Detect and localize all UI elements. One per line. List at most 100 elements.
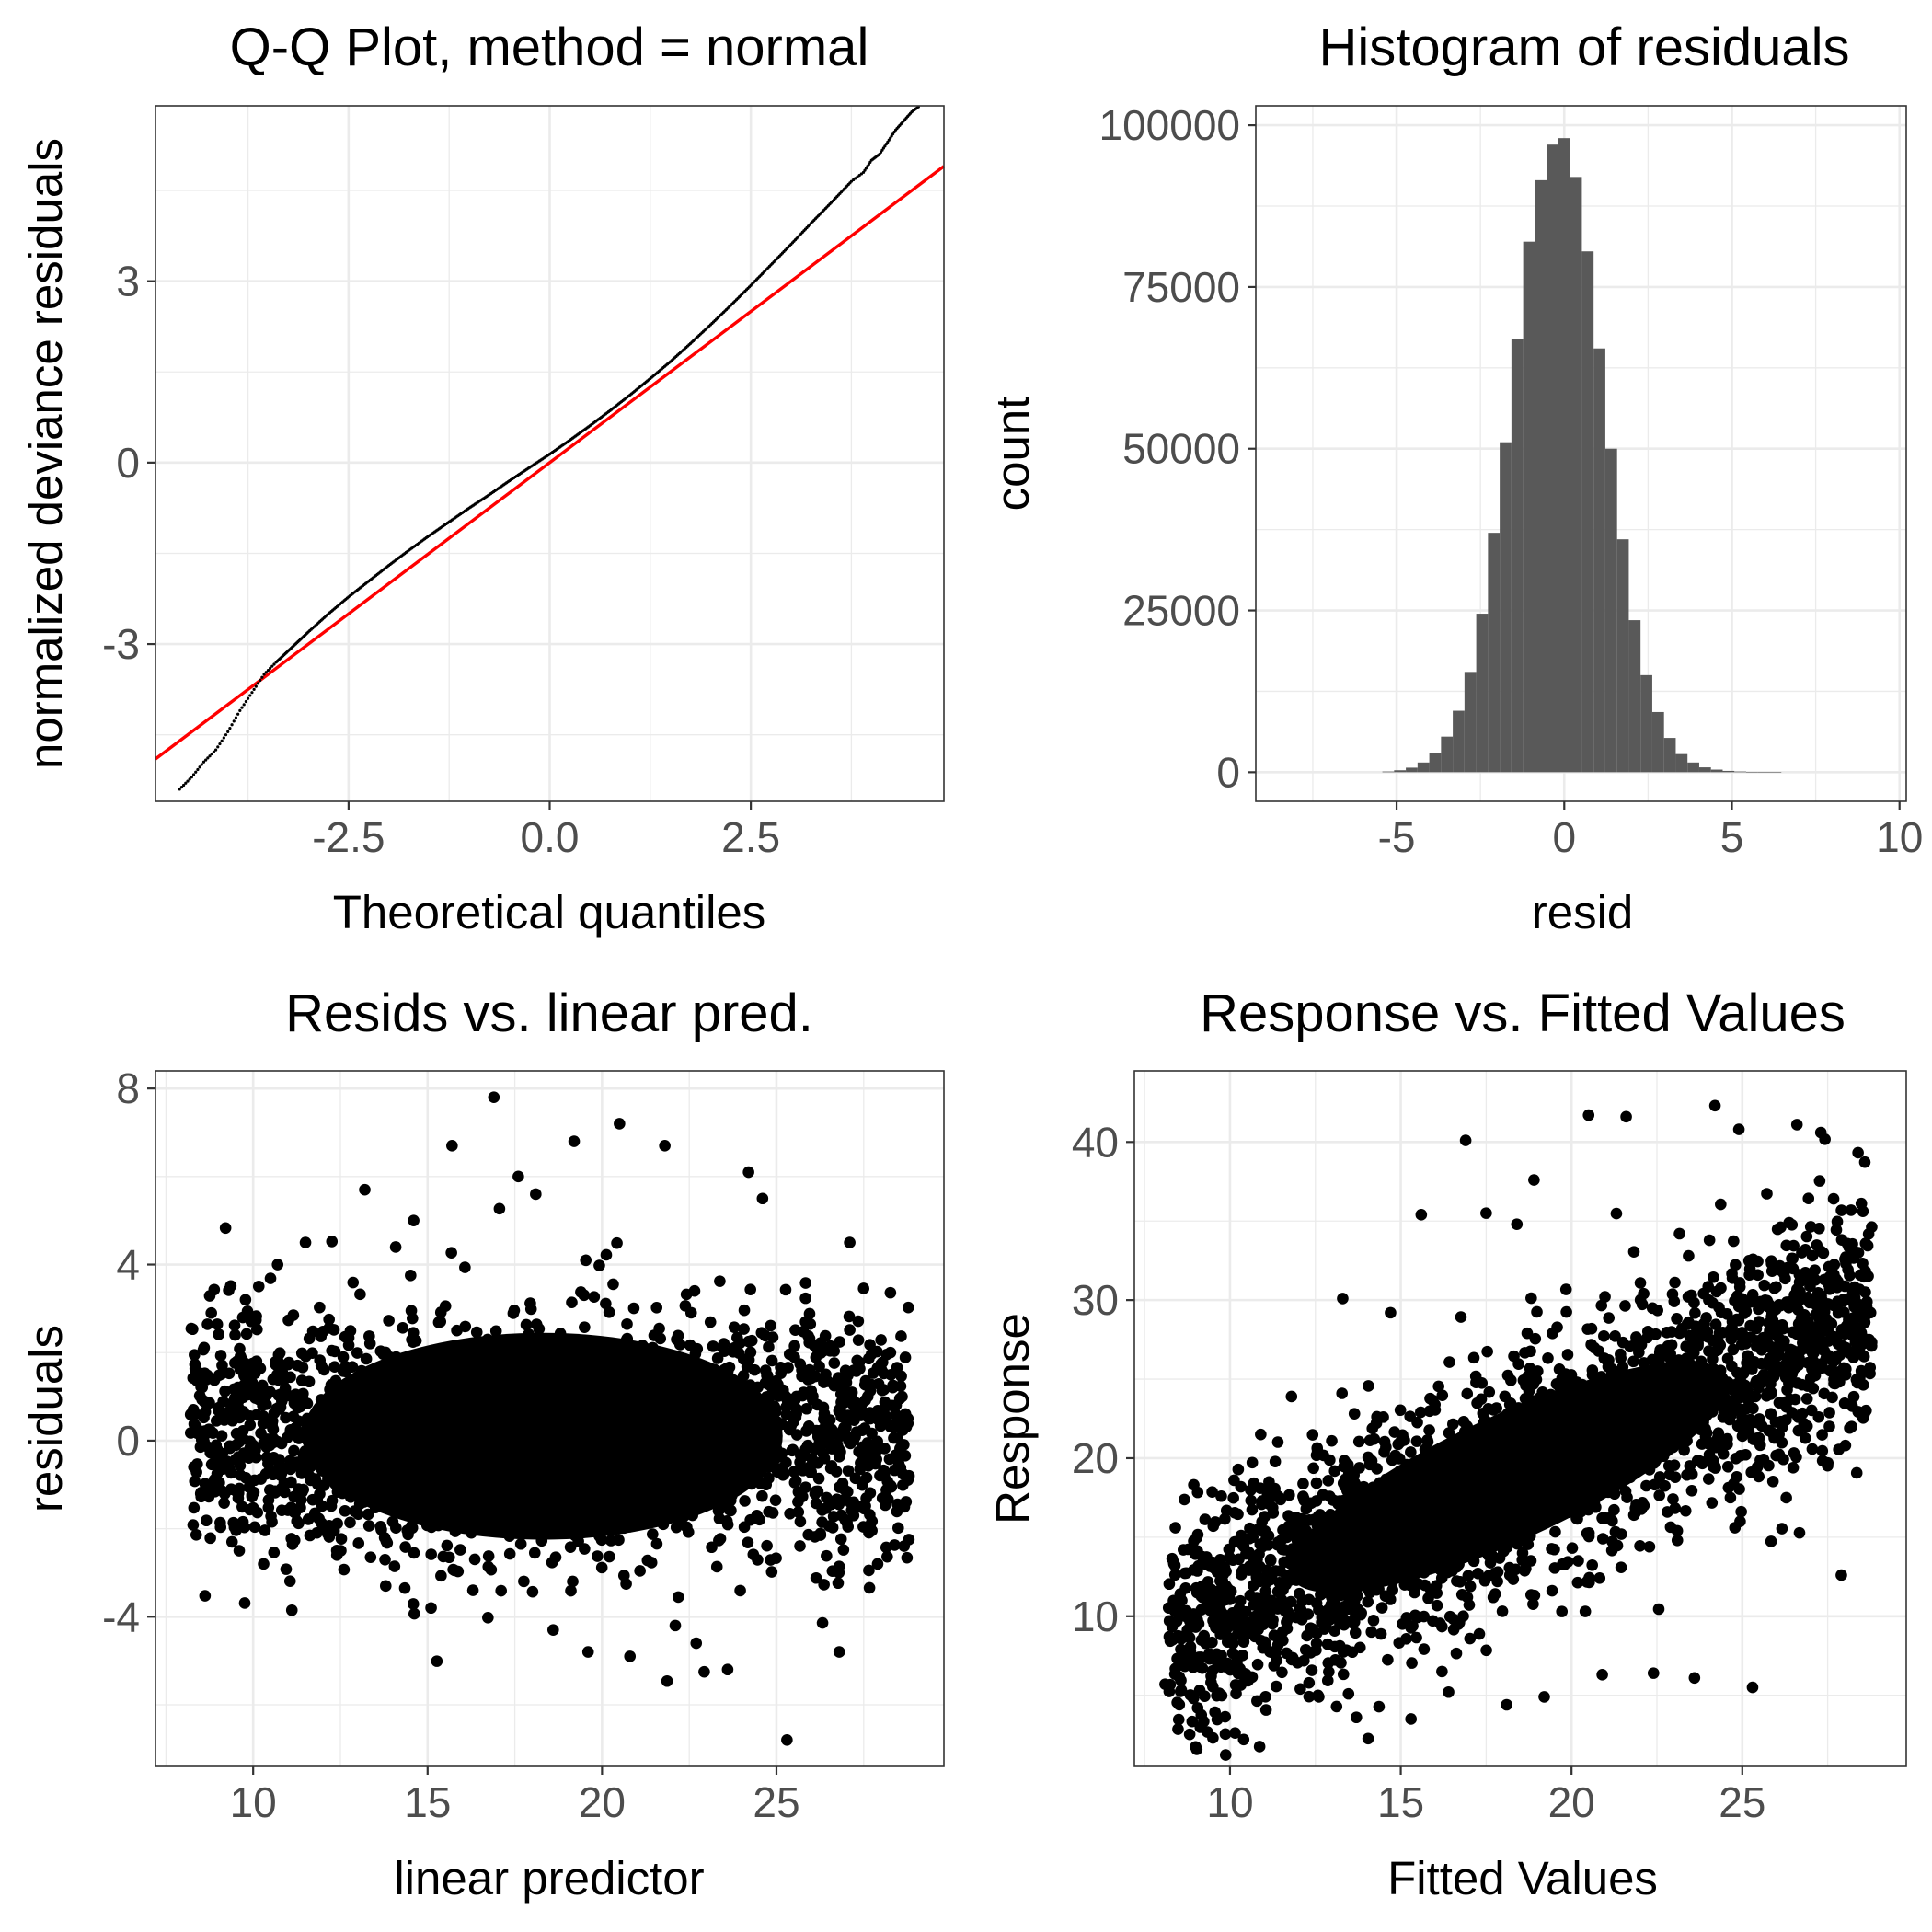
response-cloud-point <box>1857 1205 1869 1218</box>
residual-outlier-point <box>614 1118 626 1130</box>
residual-cloud-point <box>508 1305 521 1317</box>
residual-cloud-point <box>234 1459 247 1472</box>
residual-cloud-point <box>818 1427 831 1439</box>
residual-cloud-point <box>750 1420 762 1432</box>
residual-cloud-point <box>489 1340 501 1351</box>
residual-cloud-point <box>797 1465 810 1477</box>
residual-cloud-point <box>713 1535 725 1547</box>
response-cloud-point <box>1799 1432 1811 1444</box>
residual-outlier-point <box>871 1558 884 1570</box>
residual-cloud-point <box>597 1424 610 1436</box>
histogram-panel: Histogram of residuals -5 0 5 1002500050000… <box>986 17 1923 938</box>
histogram-bar <box>1640 674 1652 773</box>
residual-cloud-point <box>530 1422 542 1434</box>
residual-cloud-point <box>608 1381 620 1393</box>
histogram-bar <box>1687 762 1699 773</box>
response-cloud-point <box>1322 1475 1335 1487</box>
histogram-bar <box>1570 177 1582 773</box>
residual-outlier-point <box>379 1580 392 1593</box>
residual-outlier-point <box>425 1602 437 1615</box>
residual-cloud-point <box>558 1392 570 1404</box>
response-cloud-point <box>1464 1632 1477 1645</box>
response-cloud-point <box>1446 1418 1459 1431</box>
residual-cloud-point <box>661 1674 673 1687</box>
residual-cloud-point <box>622 1360 634 1373</box>
response-cloud-point <box>1409 1566 1420 1579</box>
residual-cloud-point <box>216 1359 228 1372</box>
response-cloud-point <box>1373 1700 1386 1713</box>
residual-cloud-point <box>232 1381 244 1394</box>
response-cloud-point <box>1264 1553 1277 1566</box>
response-cloud-point <box>1779 1272 1791 1285</box>
histogram-x-tick-label: 0 <box>1552 813 1576 861</box>
histogram-bar <box>1663 738 1676 773</box>
residual-cloud-point <box>213 1328 224 1340</box>
response-cloud-point <box>1763 1424 1775 1437</box>
residual-cloud-point <box>442 1353 454 1366</box>
response-cloud-point <box>1561 1349 1574 1361</box>
residual-cloud-point <box>515 1443 528 1455</box>
residual-cloud-point <box>229 1328 241 1341</box>
response-cloud-point <box>1405 1446 1417 1458</box>
residual-cloud-point <box>678 1510 690 1523</box>
response-cloud-point <box>1639 1435 1651 1448</box>
residual-cloud-point <box>430 1347 442 1360</box>
residual-cloud-point <box>385 1425 397 1438</box>
residual-cloud-point <box>296 1486 308 1498</box>
residual-cloud-point <box>799 1277 811 1289</box>
residual-cloud-point <box>761 1539 773 1552</box>
qq-sample-point <box>218 742 222 746</box>
residual-cloud-point <box>464 1476 476 1489</box>
qq-sample-point <box>849 179 854 183</box>
response-cloud-point <box>1199 1513 1212 1525</box>
residual-cloud-point <box>864 1509 876 1521</box>
residual-cloud-point <box>779 1390 791 1402</box>
residual-cloud-point <box>228 1319 241 1331</box>
residual-cloud-point <box>213 1477 225 1489</box>
residual-cloud-point <box>478 1344 491 1356</box>
residual-outlier-point <box>299 1236 312 1248</box>
response-cloud-point <box>1663 1468 1676 1481</box>
histogram-bar <box>1417 762 1430 773</box>
histogram-bar <box>1500 442 1512 773</box>
qq-sample-point <box>254 684 258 688</box>
response-cloud-point <box>1404 1555 1416 1568</box>
residual-cloud-point <box>452 1565 465 1578</box>
residual-cloud-point <box>443 1551 455 1564</box>
qq-sample-point <box>179 786 184 789</box>
residual-cloud-point <box>328 1524 340 1537</box>
residual-cloud-point <box>814 1529 827 1541</box>
residual-cloud-point <box>698 1466 710 1479</box>
residual-cloud-point <box>326 1236 339 1248</box>
response-cloud-point <box>1606 1372 1619 1385</box>
histogram-y-tick-label: 50000 <box>1122 425 1240 473</box>
response-cloud-point <box>1848 1281 1861 1294</box>
response-cloud-point <box>1392 1438 1405 1451</box>
response-cloud-point <box>1229 1618 1242 1630</box>
resids-vs-linear-pred-border <box>155 1070 945 1767</box>
residual-cloud-point <box>869 1446 881 1459</box>
response-cloud-point <box>1432 1380 1444 1393</box>
residual-cloud-point <box>833 1560 845 1572</box>
response-cloud-point <box>1628 1419 1640 1432</box>
residual-cloud-point <box>338 1563 351 1576</box>
response-cloud-point <box>1616 1420 1627 1433</box>
response-cloud-point <box>1375 1602 1388 1614</box>
response-cloud-point <box>1526 1451 1538 1464</box>
residual-cloud-point <box>377 1396 390 1409</box>
response-cloud-point <box>1519 1392 1532 1405</box>
residual-cloud-point <box>508 1476 521 1489</box>
residual-cloud-point <box>675 1387 688 1400</box>
response-cloud-point <box>1342 1551 1355 1564</box>
residual-cloud-point <box>351 1347 363 1359</box>
response-cloud-point <box>1310 1477 1323 1489</box>
residual-cloud-point <box>565 1380 578 1393</box>
residual-cloud-point <box>895 1370 907 1383</box>
residual-cloud-point <box>866 1427 878 1440</box>
histogram-x-tick-label: 5 <box>1720 813 1744 861</box>
residual-cloud-point <box>648 1370 660 1383</box>
residual-cloud-point <box>600 1508 613 1520</box>
response-cloud-point <box>1581 1323 1593 1335</box>
residual-cloud-point <box>565 1451 578 1464</box>
response-cloud-point <box>1724 1491 1737 1504</box>
